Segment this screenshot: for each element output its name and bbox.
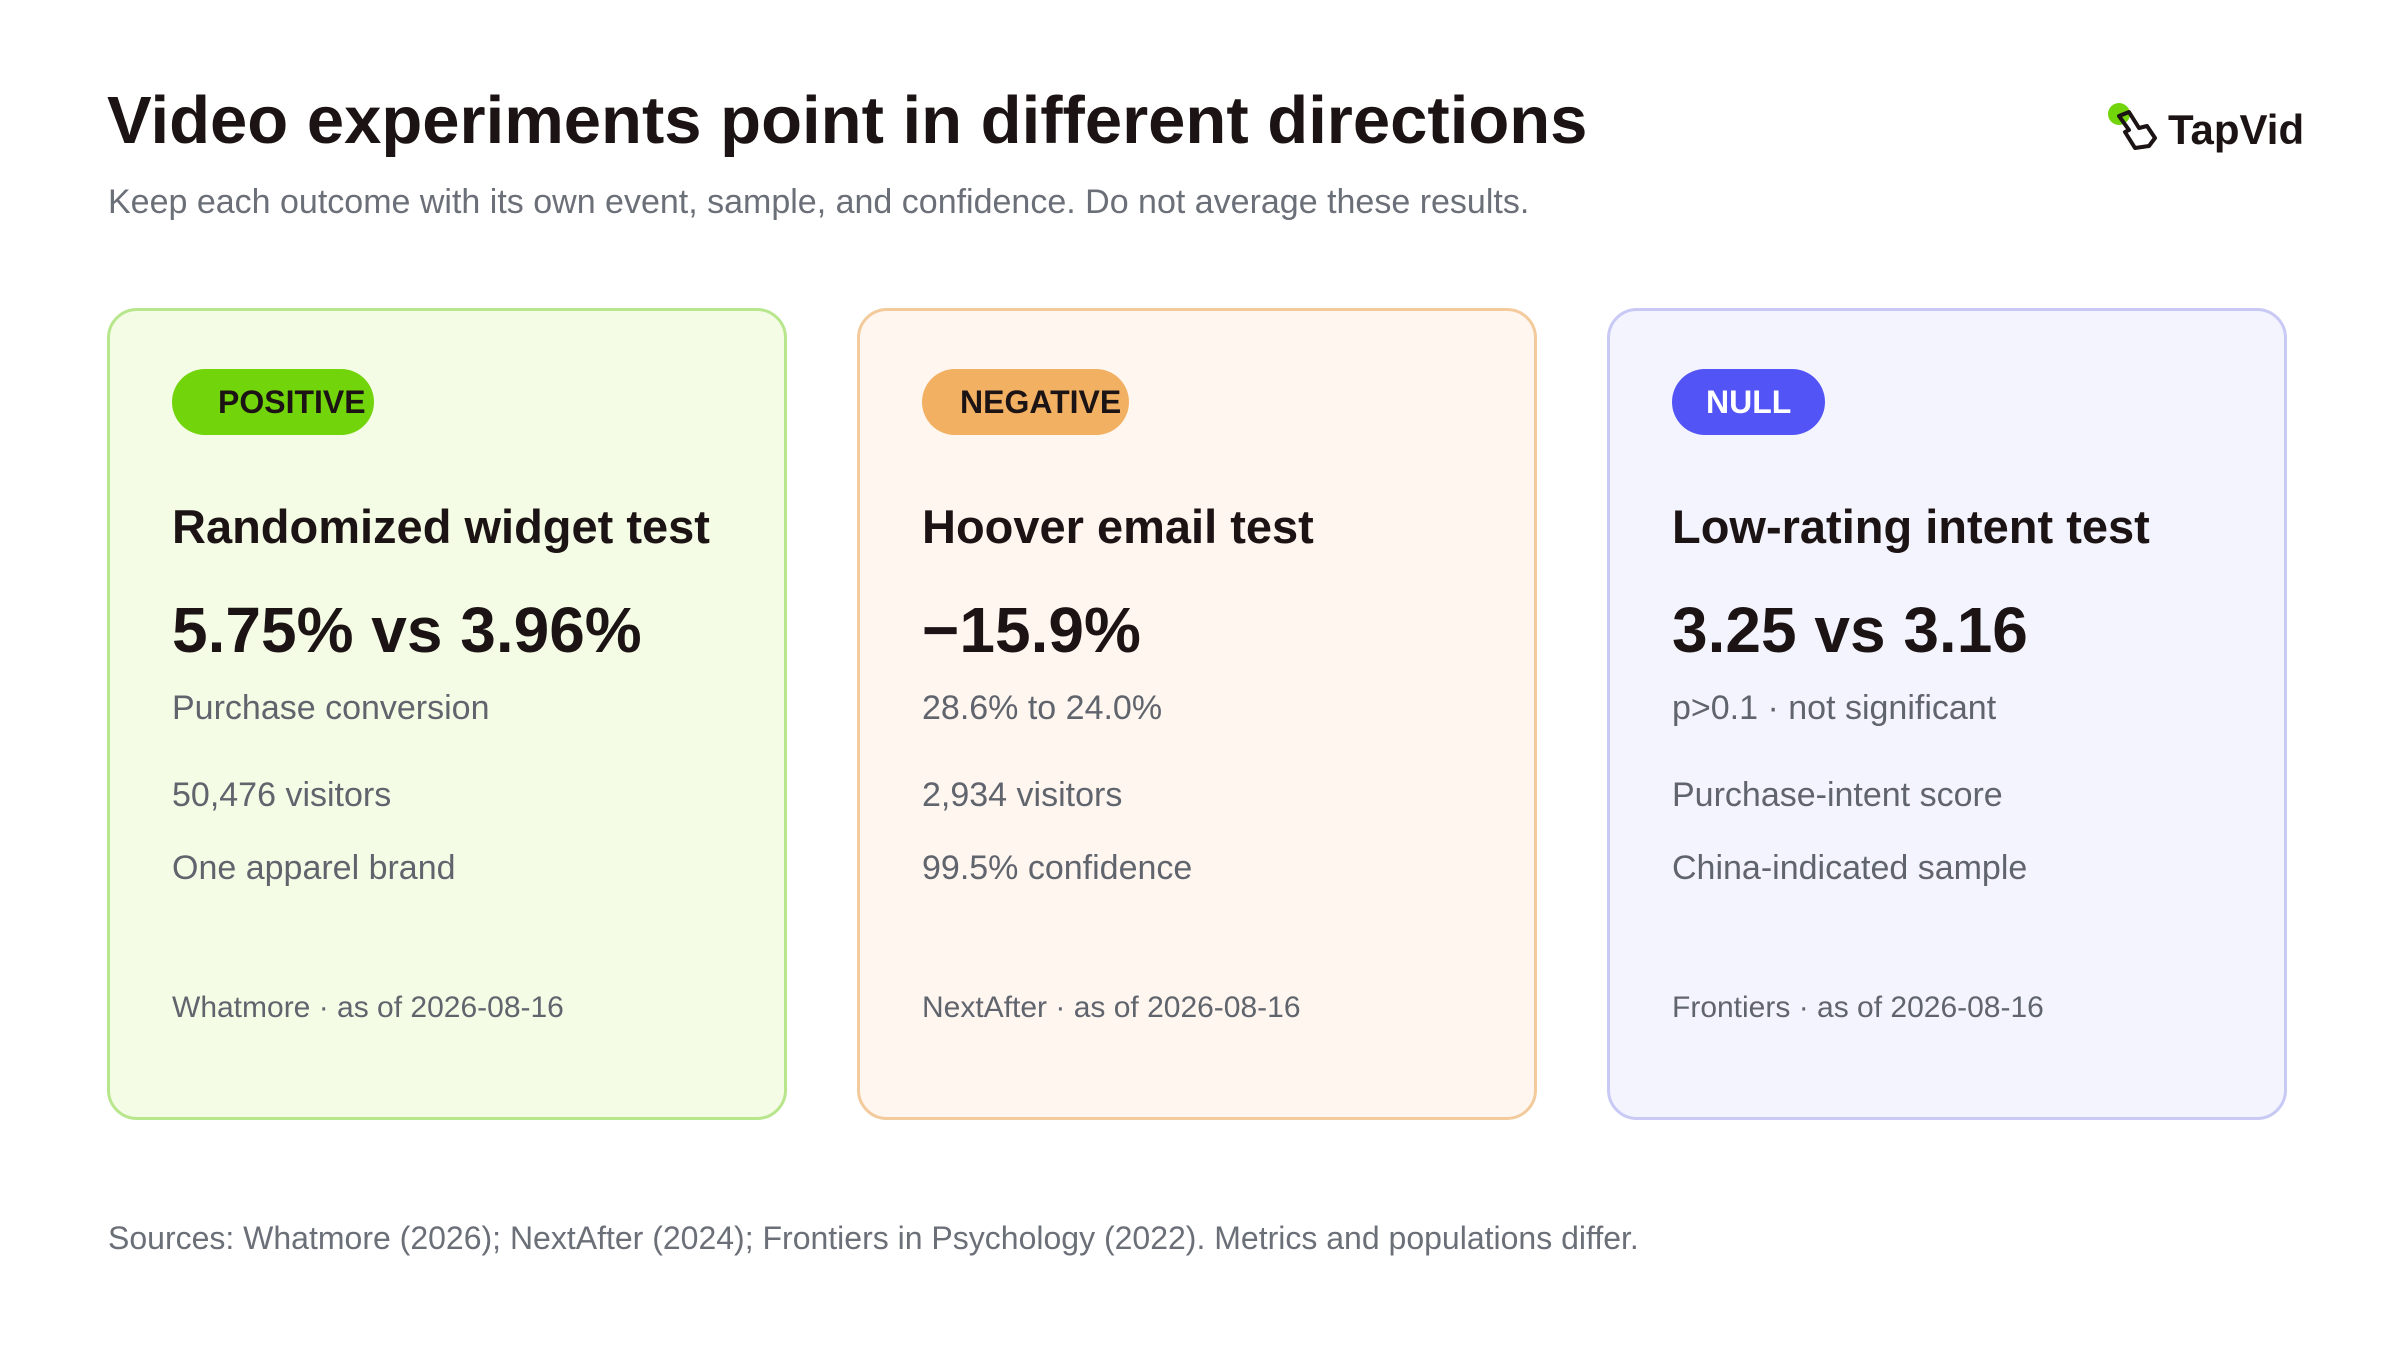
footer-note: Sources: Whatmore (2026); NextAfter (202… [108,1220,1639,1256]
card-detail: One apparel brand [172,849,456,887]
logo-icon [2108,103,2157,150]
card-detail: China-indicated sample [1672,849,2028,887]
card-source: Whatmore · as of 2026-08-16 [172,991,564,1024]
card-detail: 99.5% confidence [922,849,1193,887]
card-title: Randomized widget test [172,500,710,553]
card-value: 5.75% vs 3.96% [172,594,642,666]
card-detail: 50,476 visitors [172,776,392,814]
result-card: POSITIVE Randomized widget test 5.75% vs 3… [107,308,787,1120]
card-title: Low-rating intent test [1672,500,2150,553]
result-card: NULL Low-rating intent test 3.25 vs 3.16 p>… [1607,308,2287,1120]
page-subtitle: Keep each outcome with its own event, sa… [108,183,1530,221]
card-detail: 28.6% to 24.0% [922,689,1163,727]
card-detail: 2,934 visitors [922,776,1123,814]
card-source: NextAfter · as of 2026-08-16 [922,991,1301,1024]
card-source: Frontiers · as of 2026-08-16 [1672,991,2044,1024]
card-title: Hoover email test [922,500,1314,553]
logo-text: TapVid [2168,106,2305,153]
page-title: Video experiments point in different dir… [107,83,1588,158]
status-badge: NEGATIVE [922,369,1130,435]
card-value: −15.9% [922,594,1141,666]
status-badge: POSITIVE [172,369,374,435]
card-detail: Purchase conversion [172,689,490,727]
status-badge: NULL [1672,369,1826,435]
card-detail: p>0.1 · not significant [1672,689,1997,727]
result-card: NEGATIVE Hoover email test −15.9% 28.6% to … [857,308,1537,1120]
card-value: 3.25 vs 3.16 [1672,594,2028,666]
card-detail: Purchase-intent score [1672,776,2003,814]
